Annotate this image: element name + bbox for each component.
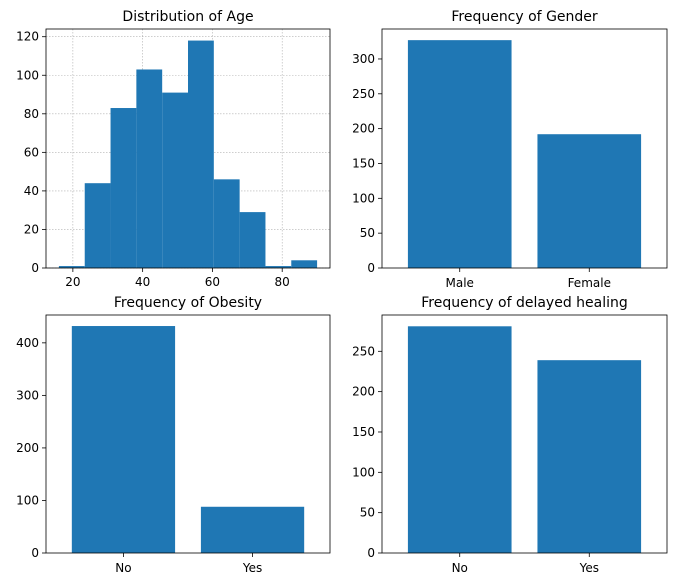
histogram-bar — [162, 92, 188, 269]
y-tick-label: 60 — [24, 145, 39, 159]
bar-female — [537, 134, 642, 268]
y-tick-label: 0 — [367, 546, 375, 560]
x-tick-label: No — [452, 561, 468, 575]
axes-frame — [45, 28, 331, 269]
y-tick-label: 150 — [352, 156, 375, 170]
x-tick-label: Female — [568, 276, 611, 290]
y-tick-label: 200 — [16, 441, 39, 455]
y-tick-label: 300 — [16, 388, 39, 402]
chart-title: Frequency of Obesity — [114, 295, 262, 311]
y-tick-label: 0 — [31, 261, 39, 275]
bar-no — [407, 326, 512, 553]
x-tick-label: No — [115, 561, 131, 575]
histogram-bar — [291, 260, 318, 268]
y-tick-label: 80 — [24, 107, 39, 121]
x-tick-label: 80 — [275, 275, 290, 289]
axes-frame — [381, 28, 668, 269]
histogram-bar — [239, 212, 266, 268]
axes-frame — [45, 314, 331, 554]
bar-yes — [200, 506, 305, 553]
chart-title: Frequency of delayed healing — [421, 295, 628, 311]
y-tick-label: 100 — [352, 465, 375, 479]
y-tick-label: 250 — [352, 344, 375, 358]
y-tick-label: 120 — [16, 30, 39, 44]
histogram-bar — [110, 108, 137, 268]
age-histogram: 0 20 40 60 80 100 120 20 40 60 80 Distribution of A… — [16, 9, 331, 289]
histogram-bar — [84, 183, 111, 268]
x-tick-label: 60 — [205, 275, 220, 289]
chart-title: Distribution of Age — [122, 9, 253, 25]
y-tick-label: 150 — [352, 425, 375, 439]
y-tick-label: 200 — [352, 385, 375, 399]
x-tick-label: Yes — [242, 561, 262, 575]
y-tick-label: 50 — [360, 506, 375, 520]
x-tick-label: Male — [446, 276, 474, 290]
y-tick-label: 250 — [352, 87, 375, 101]
y-tick-label: 200 — [352, 122, 375, 136]
histogram-bar — [58, 266, 85, 268]
y-tick-label: 0 — [31, 546, 39, 560]
axes-frame — [381, 314, 668, 554]
x-tick-label: 40 — [135, 275, 150, 289]
y-tick-label: 100 — [16, 493, 39, 507]
y-tick-label: 300 — [352, 52, 375, 66]
bar-no — [71, 326, 176, 553]
delayed-healing-bar-chart: 0 50 100 150 200 250 No Yes Frequency of delayed… — [352, 295, 668, 575]
histogram-bar — [188, 40, 214, 269]
y-tick-label: 0 — [367, 261, 375, 275]
bar-yes — [537, 360, 642, 553]
obesity-bar-chart: 0 100 200 300 400 No Yes Frequency of Obesity — [16, 295, 331, 575]
histogram-bar — [265, 266, 292, 268]
chart-title: Frequency of Gender — [451, 9, 598, 25]
y-tick-label: 100 — [16, 68, 39, 82]
x-tick-label: 20 — [65, 275, 80, 289]
histogram-bar — [136, 69, 163, 269]
y-tick-label: 400 — [16, 336, 39, 350]
x-tick-label: Yes — [579, 561, 599, 575]
gender-bar-chart: 0 50 100 150 200 250 300 Male Female Frequency of… — [352, 9, 668, 290]
histogram-bar — [213, 179, 240, 268]
y-tick-label: 40 — [24, 184, 39, 198]
y-tick-label: 100 — [352, 191, 375, 205]
y-tick-label: 20 — [24, 222, 39, 236]
bar-male — [407, 40, 512, 269]
y-tick-label: 50 — [360, 226, 375, 240]
